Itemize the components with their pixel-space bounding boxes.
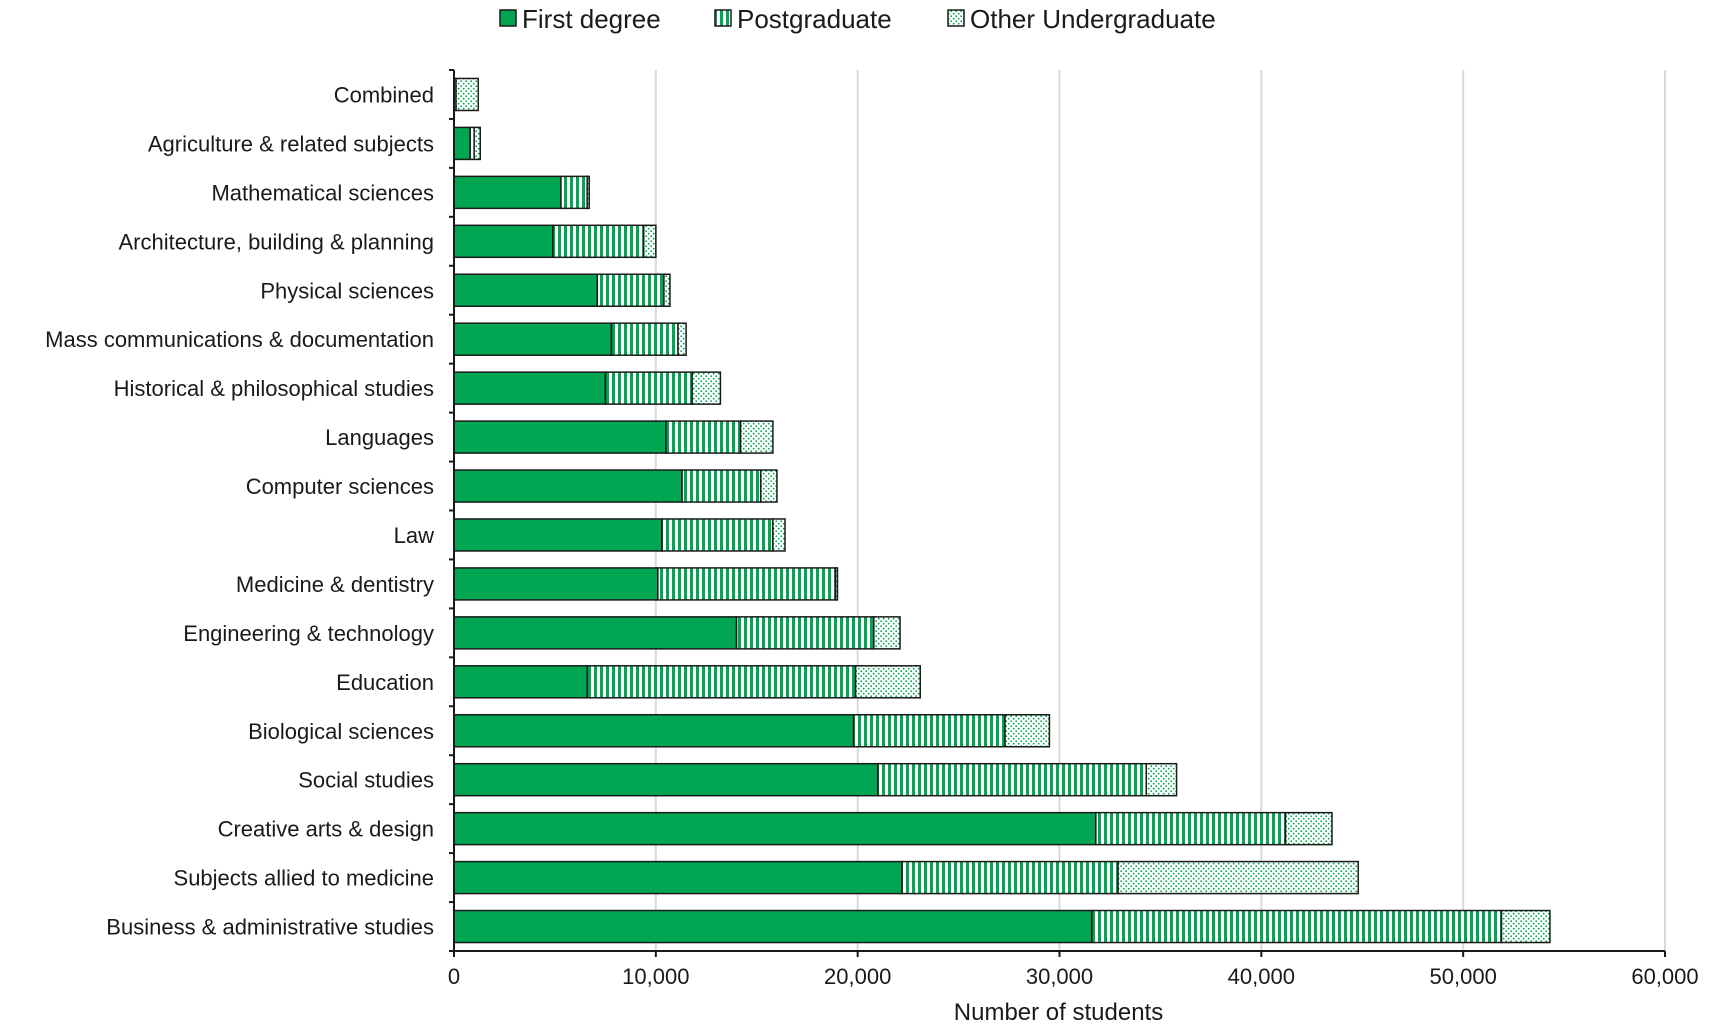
bar-postgraduate-creative-arts-design (1095, 811, 1287, 846)
category-label-law: Law (394, 523, 434, 548)
x-tick-label-40000: 40,000 (1228, 964, 1295, 989)
legend-swatch-other-undergraduate (947, 9, 965, 27)
bar-other-undergraduate-biological-sciences (1004, 714, 1051, 748)
bar-other-undergraduate-medicine-dentistry (834, 567, 839, 601)
bar-first-degree-social-studies (453, 762, 879, 797)
category-label-architecture-building-planning: Architecture, building & planning (118, 229, 434, 254)
category-label-physical-sciences: Physical sciences (260, 278, 434, 303)
legend-label-first-degree: First degree (522, 4, 661, 34)
bar-postgraduate-subjects-allied-to-medicine (901, 860, 1119, 895)
x-tick-label-50000: 50,000 (1430, 964, 1497, 989)
bar-first-degree-agriculture-related-subjects (453, 126, 471, 161)
category-label-agriculture-related-subjects: Agriculture & related subjects (148, 131, 434, 156)
bar-other-undergraduate-physical-sciences (663, 273, 671, 307)
x-tick-label-0: 0 (448, 964, 460, 989)
bar-first-degree-biological-sciences (453, 714, 855, 748)
bar-other-undergraduate-combined (455, 77, 479, 112)
x-tick-label-30000: 30,000 (1026, 964, 1093, 989)
category-label-medicine-dentistry: Medicine & dentistry (236, 572, 434, 597)
bar-postgraduate-mass-communications-documentation (610, 322, 679, 356)
bar-postgraduate-architecture-building-planning (552, 224, 645, 259)
legend-item-postgraduate: Postgraduate (714, 4, 892, 34)
bar-postgraduate-computer-sciences (681, 469, 762, 503)
category-label-historical-philosophical-studies: Historical & philosophical studies (114, 376, 434, 401)
bar-other-undergraduate-subjects-allied-to-medicine (1117, 860, 1359, 895)
axes: Combined Agriculture & related subjects Ma… (45, 69, 1699, 1026)
bar-postgraduate-law (661, 518, 774, 552)
bar-first-degree-computer-sciences (453, 469, 683, 503)
x-tick-label-10000: 10,000 (622, 964, 689, 989)
bar-postgraduate-medicine-dentistry (657, 567, 837, 601)
bar-first-degree-law (453, 518, 663, 552)
bar-first-degree-subjects-allied-to-medicine (453, 860, 903, 895)
bar-postgraduate-engineering-technology (735, 616, 875, 650)
category-label-subjects-allied-to-medicine: Subjects allied to medicine (174, 866, 434, 891)
bar-first-degree-engineering-technology (453, 616, 738, 650)
legend-label-postgraduate: Postgraduate (737, 4, 892, 34)
bars (453, 77, 1551, 944)
bar-other-undergraduate-law (772, 518, 786, 552)
x-tick-label-20000: 20,000 (824, 964, 891, 989)
bar-other-undergraduate-architecture-building-planning (642, 224, 657, 259)
category-label-engineering-technology: Engineering & technology (183, 621, 434, 646)
bar-first-degree-creative-arts-design (453, 811, 1097, 846)
bar-other-undergraduate-languages (739, 420, 774, 454)
category-label-combined: Combined (334, 82, 434, 107)
bar-postgraduate-historical-philosophical-studies (604, 371, 693, 405)
category-label-mass-communications-documentation: Mass communications & documentation (45, 327, 434, 352)
bar-postgraduate-business-administrative-studies (1091, 909, 1503, 944)
legend-item-other-undergraduate: Other Undergraduate (947, 4, 1216, 34)
bar-other-undergraduate-computer-sciences (760, 469, 778, 503)
bar-first-degree-mathematical-sciences (453, 175, 562, 210)
bar-first-degree-mass-communications-documentation (453, 322, 613, 356)
bar-first-degree-business-administrative-studies (453, 909, 1093, 944)
bar-postgraduate-physical-sciences (596, 273, 665, 307)
x-tick-label-60000: 60,000 (1631, 964, 1698, 989)
bar-postgraduate-biological-sciences (852, 714, 1006, 748)
bar-postgraduate-languages (665, 420, 742, 454)
bar-first-degree-education (453, 665, 588, 699)
bar-postgraduate-education (586, 665, 857, 699)
bar-other-undergraduate-engineering-technology (873, 616, 901, 650)
category-label-mathematical-sciences: Mathematical sciences (211, 180, 434, 205)
bar-postgraduate-social-studies (877, 762, 1148, 797)
category-label-computer-sciences: Computer sciences (246, 474, 434, 499)
category-label-business-administrative-studies: Business & administrative studies (106, 915, 434, 940)
bar-other-undergraduate-education (854, 665, 921, 699)
bar-other-undergraduate-creative-arts-design (1284, 811, 1333, 846)
legend-swatch-postgraduate (714, 9, 732, 27)
legend-swatch-first-degree (499, 9, 517, 27)
bar-first-degree-medicine-dentistry (453, 567, 659, 601)
bar-first-degree-historical-philosophical-studies (453, 371, 607, 405)
legend-item-first-degree: First degree (499, 4, 661, 34)
category-label-biological-sciences: Biological sciences (248, 719, 434, 744)
gridlines (654, 70, 1666, 951)
category-label-creative-arts-design: Creative arts & design (218, 817, 434, 842)
legend: First degree Postgraduate Other Undergradu… (499, 4, 1216, 34)
bar-other-undergraduate-social-studies (1145, 762, 1178, 797)
bar-first-degree-architecture-building-planning (453, 224, 554, 259)
x-axis-title: Number of students (954, 999, 1163, 1026)
legend-label-other-undergraduate: Other Undergraduate (970, 4, 1216, 34)
bar-other-undergraduate-agriculture-related-subjects (473, 126, 481, 161)
bar-other-undergraduate-business-administrative-studies (1500, 909, 1551, 944)
bar-other-undergraduate-mathematical-sciences (586, 175, 590, 210)
bar-first-degree-physical-sciences (453, 273, 599, 307)
bar-other-undergraduate-historical-philosophical-studies (691, 371, 722, 405)
bar-postgraduate-mathematical-sciences (560, 175, 588, 210)
category-label-education: Education (336, 670, 434, 695)
bar-first-degree-languages (453, 420, 667, 454)
category-label-languages: Languages (325, 425, 434, 450)
bar-other-undergraduate-mass-communications-documentation (677, 322, 687, 356)
category-label-social-studies: Social studies (298, 768, 434, 793)
